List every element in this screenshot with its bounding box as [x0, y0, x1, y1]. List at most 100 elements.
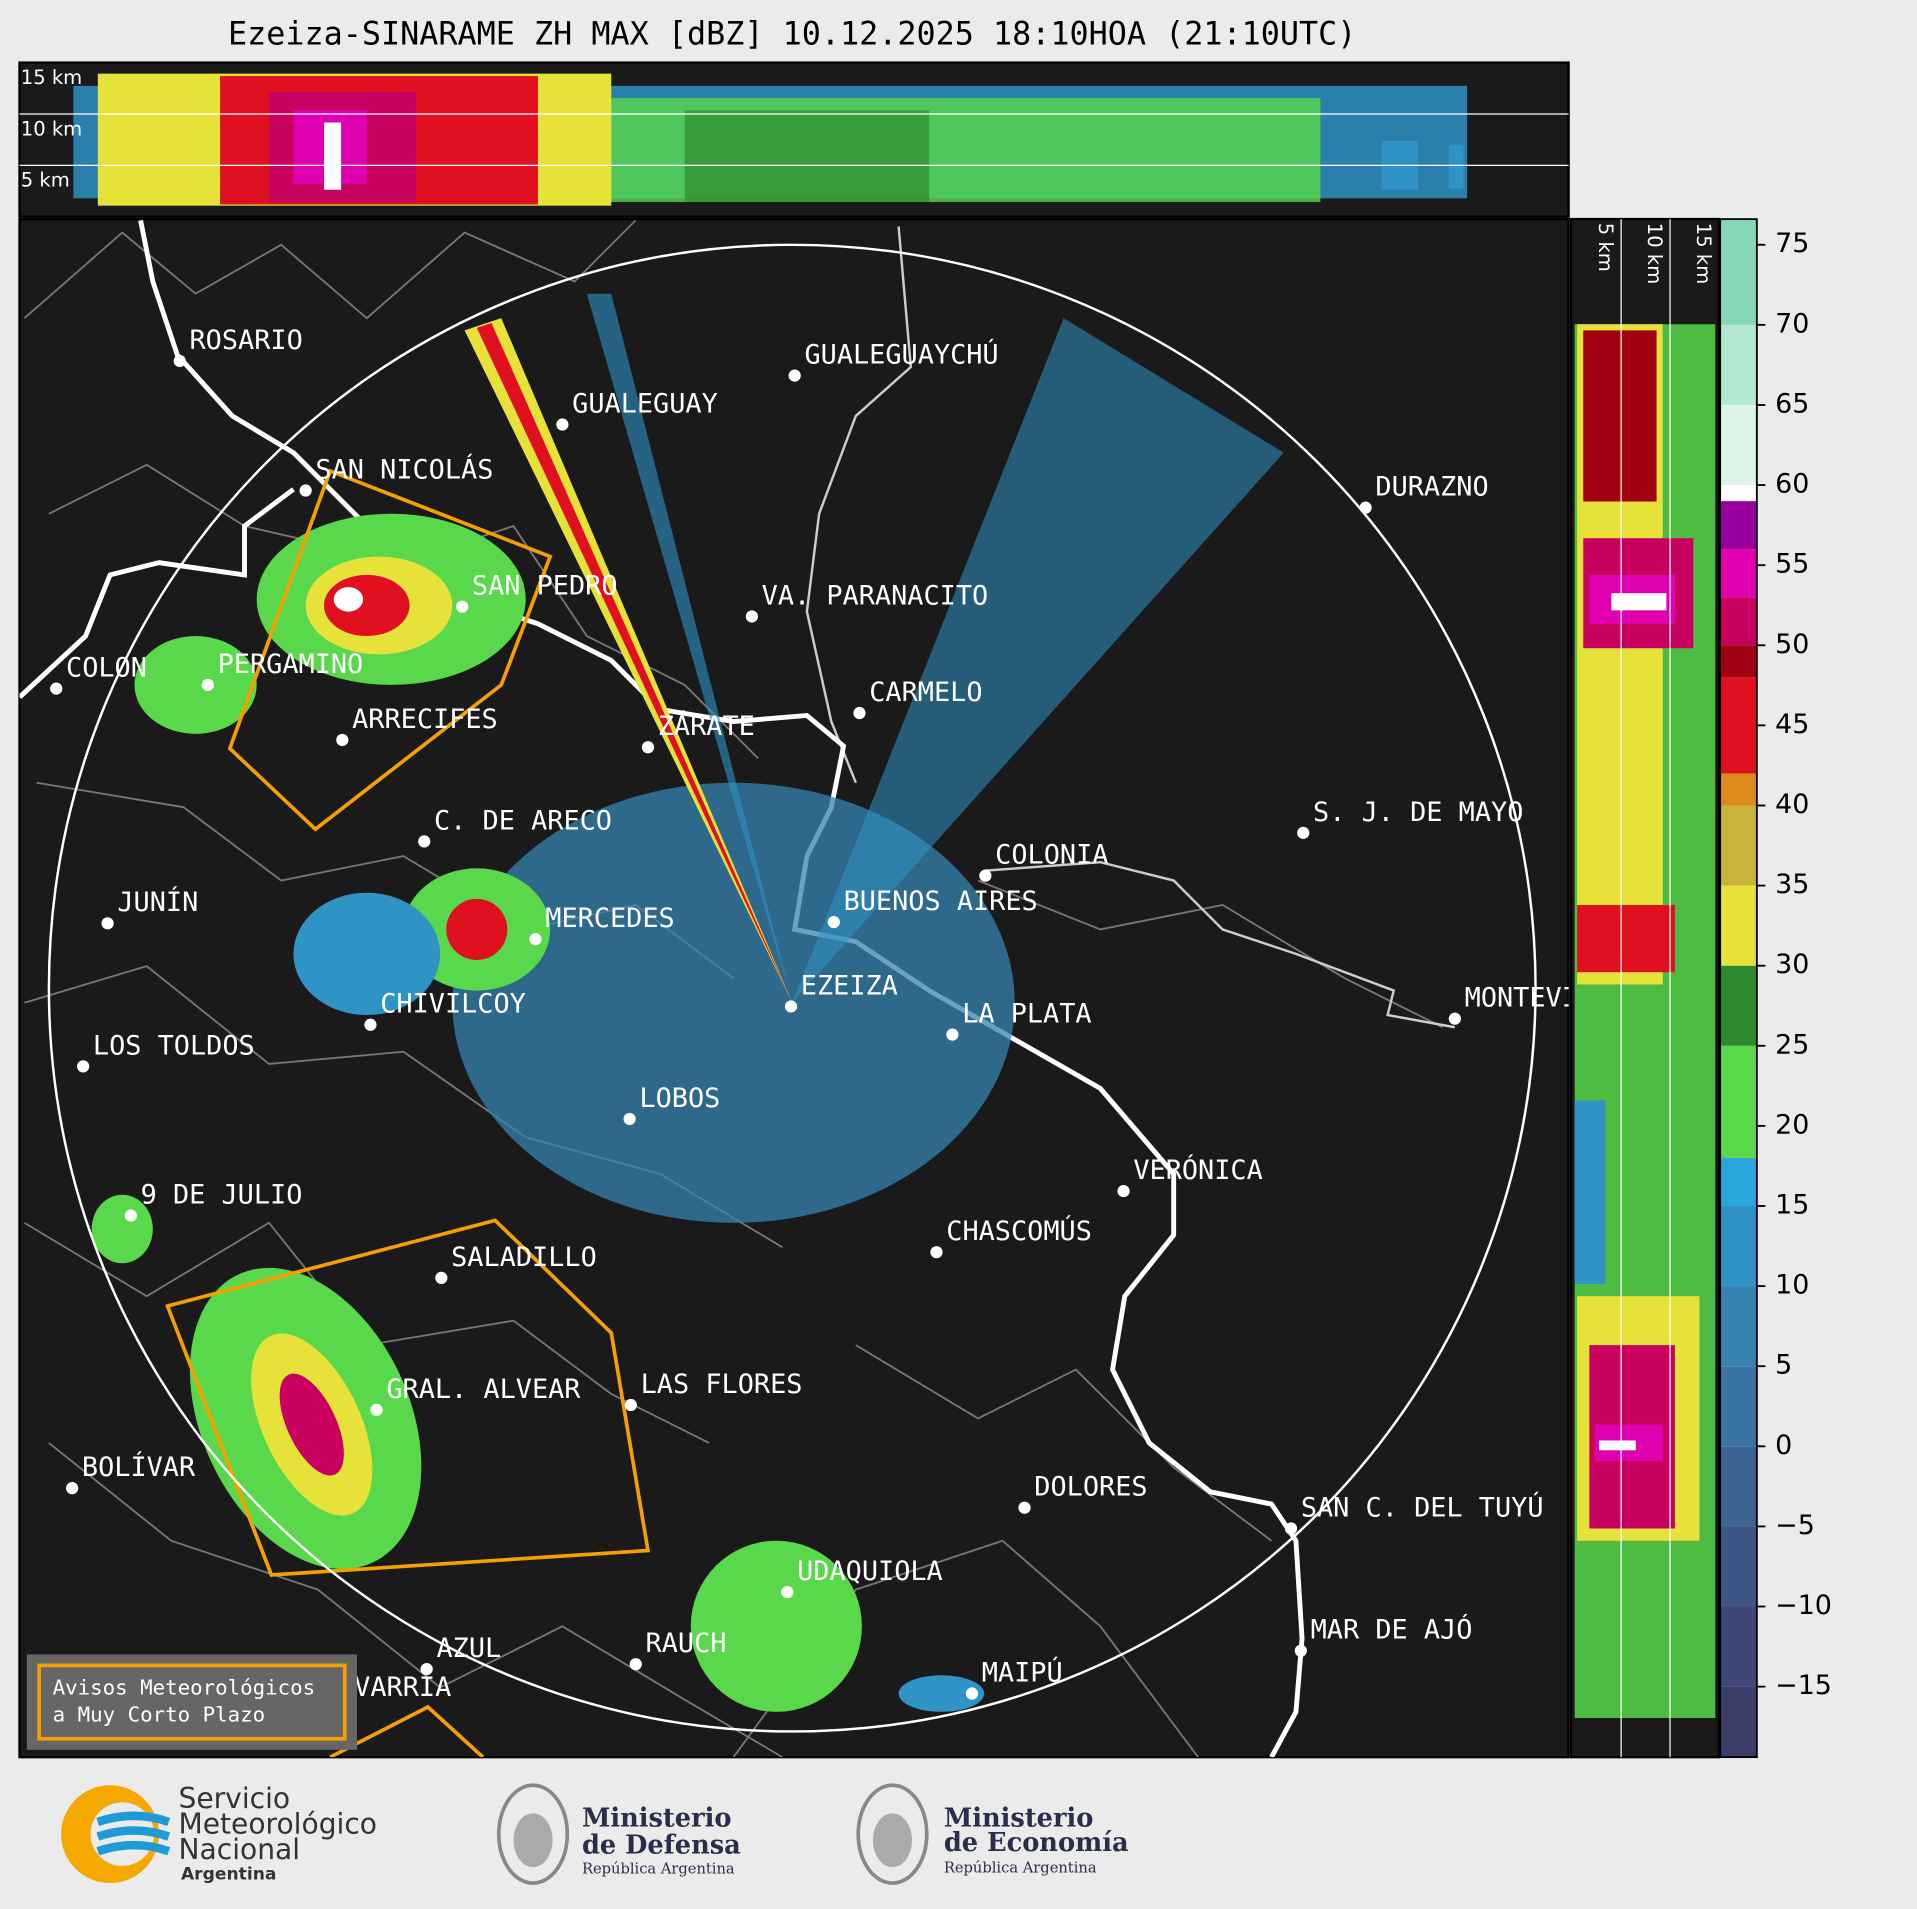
city-label: SALADILLO: [451, 1242, 597, 1273]
logo-text: República Argentina: [582, 1861, 735, 1878]
city-label: ARRECIFES: [352, 704, 498, 735]
city-marker: [1117, 1184, 1130, 1198]
city-marker: [364, 1018, 377, 1031]
city-label: COLONIA: [995, 840, 1108, 871]
height-label: 5 km: [1594, 223, 1617, 272]
colorbar-band: [1720, 219, 1757, 325]
colorbar-band: [1720, 404, 1757, 486]
city-marker: [745, 610, 758, 623]
city-marker: [641, 741, 655, 754]
colorbar-tick-label: 40: [1775, 789, 1809, 820]
city-label: DOLORES: [1034, 1472, 1147, 1503]
city-marker: [101, 917, 114, 930]
cross-section-echoes: [73, 73, 1468, 206]
colorbar-tick-label: 5: [1775, 1350, 1792, 1381]
colorbar-tick-label: 45: [1775, 709, 1809, 740]
city-marker: [827, 915, 840, 929]
map-content: ROSARIO GUALEGUAYCHÚ GUALEGUAY SAN NICOLÁS D…: [19, 219, 1569, 1758]
city-marker: [420, 1662, 433, 1676]
colorbar-band: [1720, 1686, 1757, 1758]
legend-text: Avisos Meteorológicos: [53, 1676, 316, 1700]
economia-emblem: [856, 1783, 929, 1885]
colorbar-tick-label: 15: [1775, 1190, 1809, 1221]
city-label: CARMELO: [869, 677, 982, 708]
colorbar-tick-label: 55: [1775, 549, 1809, 580]
city-label: GRAL. ALVEAR: [386, 1374, 581, 1405]
logo-text: Ministerio: [582, 1803, 732, 1833]
city-marker: [781, 1585, 794, 1599]
city-label: COLON: [66, 653, 147, 684]
colorbar-band: [1720, 965, 1757, 1046]
colorbar-tick-label: 20: [1775, 1109, 1809, 1140]
colorbar-band: [1720, 485, 1757, 502]
city-marker: [979, 869, 992, 882]
city-label: ROSARIO: [189, 325, 302, 356]
city-marker: [173, 354, 186, 368]
colorbar-band: [1720, 501, 1757, 550]
city-marker: [50, 682, 63, 695]
city-marker: [201, 678, 214, 692]
city-marker: [784, 1000, 798, 1013]
city-marker: [435, 1271, 448, 1284]
city-label: BUENOS AIRES: [844, 886, 1038, 917]
smn-logo: [61, 1785, 171, 1884]
colorbar-tick-label: 10: [1775, 1270, 1809, 1301]
city-label: EZEIZA: [801, 970, 898, 1001]
colorbar-tick-label: 75: [1775, 228, 1809, 259]
range-ring: [47, 243, 1537, 1733]
city-label: DURAZNO: [1375, 472, 1488, 503]
city-marker: [299, 484, 312, 497]
colorbar-tick-label: −5: [1775, 1510, 1815, 1541]
logo-text: Meteorológico: [178, 1808, 377, 1841]
height-label: 15 km: [21, 66, 82, 89]
colorbar-band: [1720, 1206, 1757, 1287]
city-label: S. J. DE MAYO: [1313, 797, 1523, 828]
city-marker: [965, 1687, 979, 1700]
city-marker: [1448, 1012, 1461, 1025]
colorbar-tick-label: 65: [1775, 388, 1809, 419]
city-label: LOBOS: [639, 1083, 720, 1114]
city-label: LA PLATA: [962, 999, 1091, 1030]
colorbar-band: [1720, 885, 1757, 966]
city-label: C. DE ARECO: [434, 805, 612, 836]
city-label: PERGAMINO: [218, 649, 364, 680]
legend-box: [26, 1654, 357, 1750]
city-label: VA. PARANACITO: [762, 580, 989, 611]
colorbar-band: [1720, 1526, 1757, 1607]
city-label: RAUCH: [646, 1628, 727, 1659]
warning-polygons: [165, 468, 651, 1758]
colorbar-tick-label: 0: [1775, 1430, 1792, 1461]
city-marker: [77, 1060, 90, 1073]
radar-echoes: [91, 293, 1284, 1712]
city-label: SAN C. DEL TUYÚ: [1301, 1491, 1544, 1523]
city-marker: [1284, 1522, 1298, 1535]
city-marker: [66, 1482, 79, 1495]
city-marker: [624, 1398, 637, 1412]
colorbar-tick-label: 30: [1775, 949, 1809, 980]
colorbar: −15 −10 −5 0 5 10 15 20 25 30 35 40 45 50 55 60 65 70 75: [1720, 219, 1832, 1758]
city-label: SAN PEDRO: [472, 571, 618, 602]
city-marker: [418, 835, 431, 848]
city-marker: [1359, 501, 1372, 514]
rivers: [805, 226, 1456, 1029]
logo-text: República Argentina: [944, 1859, 1097, 1876]
logo-text: de Defensa: [582, 1830, 741, 1860]
colorbar-band: [1720, 324, 1757, 405]
city-label: 9 DE JULIO: [141, 1179, 303, 1210]
city-label: BOLÍVAR: [82, 1451, 196, 1483]
colorbar-band: [1720, 805, 1757, 886]
colorbar-band: [1720, 1606, 1757, 1687]
city-layer: ROSARIO GUALEGUAYCHÚ GUALEGUAY SAN NICOLÁS D…: [50, 325, 1569, 1715]
colorbar-frame: [1719, 218, 1758, 1759]
city-label: JUNÍN: [117, 886, 198, 918]
colorbar-tick-label: 25: [1775, 1029, 1809, 1060]
logo-text: de Economía: [944, 1828, 1129, 1858]
colorbar-band: [1720, 1157, 1757, 1207]
colorbar-band: [1720, 645, 1757, 678]
city-label: ZÁRATE: [658, 710, 755, 742]
city-label: MERCEDES: [545, 903, 674, 934]
height-label: 15 km: [1692, 223, 1715, 284]
city-marker: [1294, 1644, 1307, 1657]
